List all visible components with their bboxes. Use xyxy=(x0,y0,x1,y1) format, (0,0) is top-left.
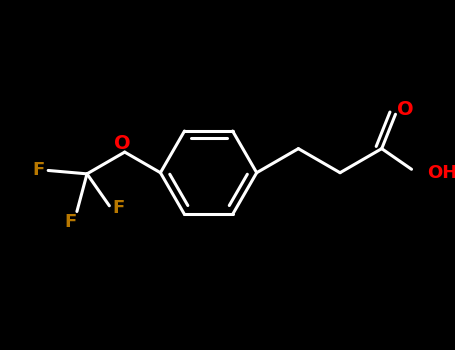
Text: O: O xyxy=(397,100,414,119)
Text: F: F xyxy=(64,212,76,231)
Text: F: F xyxy=(32,161,44,180)
Text: F: F xyxy=(112,199,125,217)
Text: O: O xyxy=(114,134,131,153)
Text: OH: OH xyxy=(428,164,455,182)
